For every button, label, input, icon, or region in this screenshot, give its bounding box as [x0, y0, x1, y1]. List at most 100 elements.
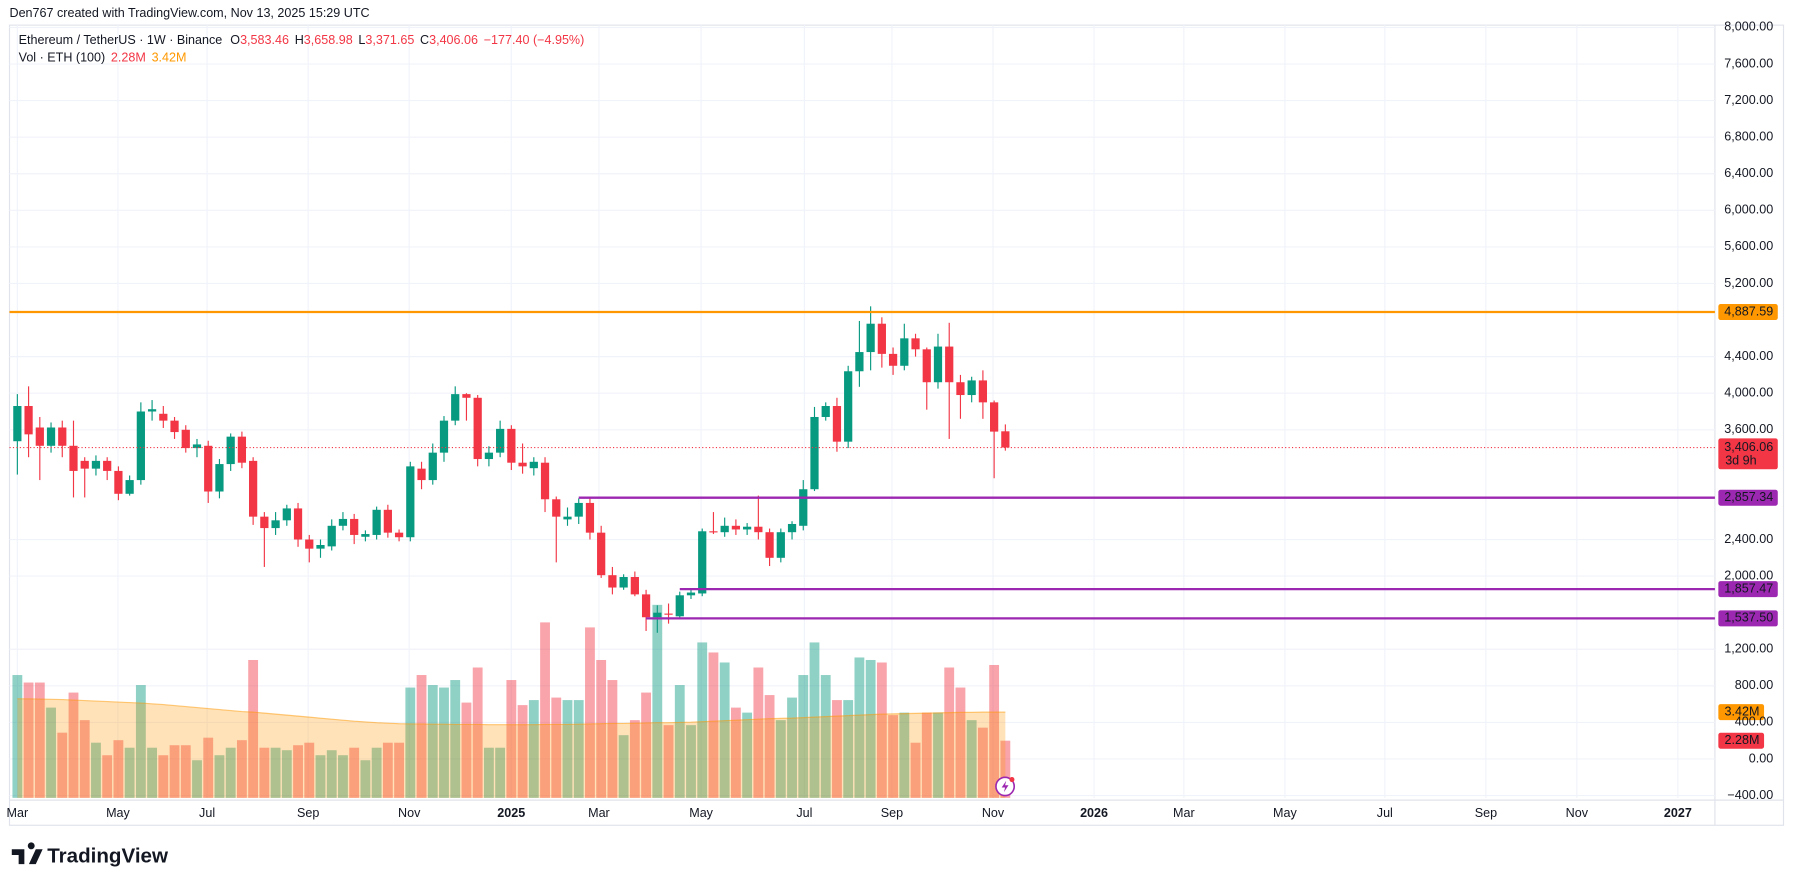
candle-body — [181, 429, 190, 449]
volume-bar — [697, 642, 708, 798]
candle-body — [1001, 431, 1010, 448]
x-tick-label: Jul — [199, 806, 215, 820]
level-label: 4,887.59 — [1724, 304, 1773, 318]
candle-body — [978, 380, 988, 403]
y-tick-label: 2,400.00 — [1724, 532, 1773, 546]
volume-legend: Vol · ETH (100) 2.28M 3.42M — [19, 51, 187, 65]
ohlc-value: 3,658.98 — [304, 33, 353, 47]
volume-bar — [34, 682, 45, 798]
symbol: Ethereum / TetherUS · 1W · Binance — [19, 33, 223, 47]
x-tick-label: Mar — [1173, 806, 1195, 820]
volume-bar — [585, 627, 595, 798]
volume-bar — [192, 760, 202, 798]
volume-bar — [730, 707, 741, 798]
candle-body — [990, 402, 999, 432]
candle-body — [945, 346, 954, 383]
ohlc-key: H — [295, 33, 304, 47]
y-tick-label: 5,600.00 — [1724, 239, 1773, 253]
volume-bar — [472, 667, 483, 798]
candle-body — [91, 460, 101, 469]
y-tick-label: −400.00 — [1727, 788, 1773, 802]
ohlc: O3,583.46 H3,658.98 L3,371.65 C3,406.06 — [230, 33, 478, 47]
candles — [13, 306, 1010, 633]
candle-body — [13, 406, 22, 442]
x-tick-label: Nov — [398, 806, 421, 820]
volume-bar — [506, 680, 517, 798]
candle-body — [933, 346, 943, 383]
brand-logo — [11, 842, 43, 865]
candle-body — [787, 523, 797, 533]
volume-bar — [742, 712, 753, 798]
y-tick-label: 7,600.00 — [1724, 56, 1773, 70]
volume-bar — [719, 662, 730, 798]
candle-body — [911, 338, 920, 350]
candle-body — [80, 460, 89, 469]
candle-body — [383, 509, 392, 533]
candle-body — [439, 420, 449, 453]
y-tick-label: 6,800.00 — [1724, 129, 1773, 143]
volume-bar — [629, 720, 640, 798]
volume-bar — [1000, 740, 1011, 798]
candle-body — [832, 406, 842, 442]
candle-body — [35, 427, 44, 446]
volume-bar — [832, 700, 842, 798]
volume-bar — [147, 747, 158, 798]
level-label: 1,537.50 — [1724, 611, 1773, 625]
candle-body — [675, 595, 684, 617]
candle-body — [260, 516, 269, 529]
volume-bar — [102, 755, 113, 798]
axes: −400.00 0.00 400.00 800.00 1,200.00 2,000.00 2… — [7, 20, 1774, 820]
candle-body — [215, 464, 224, 492]
volume-bar — [551, 697, 562, 798]
candle-body — [350, 518, 359, 535]
candle-body — [24, 406, 33, 435]
candle-body — [967, 380, 976, 396]
volume-bar — [304, 742, 315, 798]
volume-title: Vol · ETH (100) — [19, 51, 106, 65]
candle-body — [630, 577, 639, 595]
candle-body — [249, 460, 258, 517]
volume-bar — [483, 747, 494, 798]
volume-bar — [955, 687, 966, 798]
volume-bar — [259, 747, 270, 798]
volume-bar — [124, 747, 135, 798]
credit: Den767 created with TradingView.com, Nov… — [9, 6, 369, 20]
candle-body — [125, 480, 134, 494]
volume-bar — [91, 742, 101, 798]
volume-bar — [360, 760, 371, 798]
candle-body — [114, 470, 123, 494]
x-tick-label: 2026 — [1080, 806, 1108, 820]
volume-bar — [113, 740, 124, 798]
grid — [9, 25, 1715, 798]
x-tick-label: Nov — [982, 806, 1005, 820]
volume-bar — [46, 707, 56, 798]
x-tick-label: May — [689, 806, 713, 820]
candle-body — [765, 532, 774, 558]
candle-body — [608, 575, 617, 588]
candle-body — [664, 613, 673, 615]
volume-bar — [977, 727, 988, 798]
volume-bar — [12, 675, 23, 798]
candle-body — [428, 452, 437, 481]
candle-body — [226, 436, 235, 465]
x-tick-label: Jul — [796, 806, 812, 820]
candle-body — [597, 532, 606, 576]
level-tag — [1718, 581, 1778, 598]
volume-bar — [180, 745, 191, 798]
candle-body — [237, 436, 247, 463]
volume-bar — [23, 682, 34, 798]
y-tick-label: 3,600.00 — [1724, 422, 1773, 436]
x-tick-label: Mar — [7, 806, 29, 820]
x-tick-label: May — [1273, 806, 1297, 820]
volume-bar — [349, 747, 360, 798]
candle-body — [507, 428, 516, 463]
candle-body — [484, 452, 494, 460]
volume-bar — [495, 747, 506, 798]
candle-body — [204, 445, 213, 492]
candle-body — [956, 382, 965, 396]
candle-body — [743, 526, 752, 530]
candle-body — [496, 428, 505, 453]
price-tag — [1718, 438, 1778, 470]
volume-bar — [405, 687, 416, 798]
